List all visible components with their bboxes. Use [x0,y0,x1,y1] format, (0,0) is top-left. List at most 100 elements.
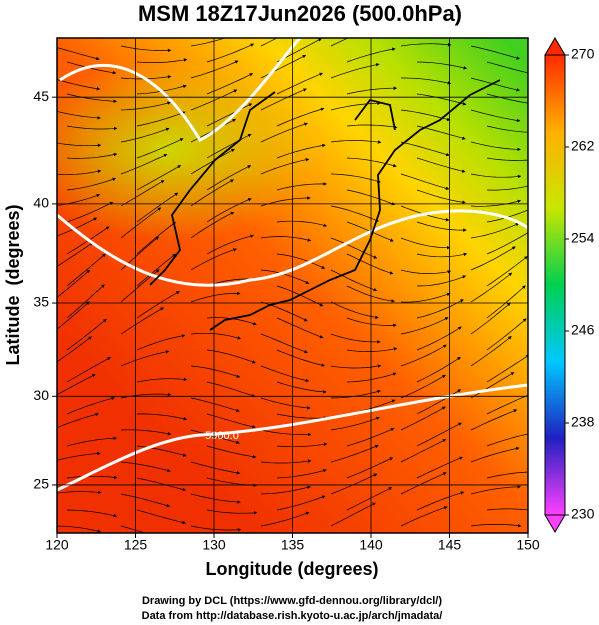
streamline [416,157,466,173]
streamline [57,79,101,91]
streamline [346,487,393,511]
streamline [190,179,235,207]
streamline [66,318,107,351]
streamline [330,140,382,144]
streamline [136,477,187,492]
streamline [276,107,325,127]
streamline [206,103,253,127]
streamline [66,509,118,518]
y-tick-label: 30 [33,387,49,403]
streamline [486,318,527,351]
x-tick-label: 125 [124,537,148,553]
x-tick-label: 150 [516,537,540,553]
streamline [206,413,256,429]
streamlines [57,38,589,540]
streamline [66,177,117,191]
streamline [330,364,382,369]
streamline [486,285,526,319]
streamline [470,222,520,239]
streamline [260,158,310,175]
streamline [470,272,513,303]
contour [59,38,302,142]
colorbar-tick-label: 230 [571,506,595,522]
streamline [120,45,172,53]
colorbar-extend [544,37,566,56]
streamline [57,193,101,206]
streamline [206,381,256,398]
streamline [346,253,394,275]
streamline [136,377,188,383]
streamline [66,284,105,319]
streamline [400,344,447,367]
streamline [260,485,311,495]
field-shade [57,60,320,240]
streamline [400,269,452,274]
streamline [416,326,462,351]
streamline [276,72,324,95]
streamline [276,317,324,339]
streamline [470,109,521,123]
streamline [190,493,241,504]
streamline [260,269,310,284]
x-tick-label: 130 [202,537,226,553]
streamline [330,269,378,292]
streamline [486,433,528,447]
streamline [400,173,450,190]
streamline [330,38,349,47]
coastline [149,79,501,331]
footer-line: Drawing by DCL (https://www.gfd-dennou.o… [142,595,442,607]
streamline [486,61,528,74]
colorbar-extend [544,514,566,533]
streamline [206,509,258,515]
streamline [416,422,462,447]
contour-label: 5900.0 [205,430,239,442]
colorbar: 230 238 246 254 262 270 [544,37,595,533]
streamline [136,334,186,351]
streamline [400,141,450,157]
streamline [400,317,449,335]
streamline [400,506,448,527]
colorbar-tick-label: 262 [571,138,595,154]
y-tick-label: 40 [33,195,49,211]
streamline [330,444,379,463]
streamline [57,374,96,396]
contour [57,383,528,492]
streamline [120,307,165,335]
streamline [346,285,395,303]
streamline [66,475,118,480]
y-axis-label: Latitude (degrees) [3,204,23,365]
streamline [416,221,467,232]
streamline [401,77,452,85]
streamline [260,122,308,143]
streamline [346,86,398,95]
streamline [260,397,311,410]
streamline [330,416,380,431]
streamline [190,211,235,239]
field [57,38,589,540]
streamline [276,495,326,511]
streamline [136,192,179,223]
streamline [486,471,528,479]
streamline [416,61,468,70]
streamline [57,47,100,61]
streamline [470,372,515,399]
streamline [136,509,186,525]
streamline [120,180,165,207]
streamline [400,439,447,463]
streamline [276,413,328,420]
streamline [416,299,464,319]
streamline [136,138,184,159]
streamline [57,336,92,363]
streamline [416,491,465,511]
streamline [260,511,310,527]
x-tick-label: 135 [281,537,305,553]
colorbar-tick-label: 254 [571,230,595,246]
streamline [541,526,589,540]
streamline [470,523,522,528]
streamline [346,347,398,352]
streamline [136,413,188,421]
streamline [486,157,528,161]
streamline [330,473,378,495]
streamline [57,169,102,176]
streamline [486,508,528,511]
